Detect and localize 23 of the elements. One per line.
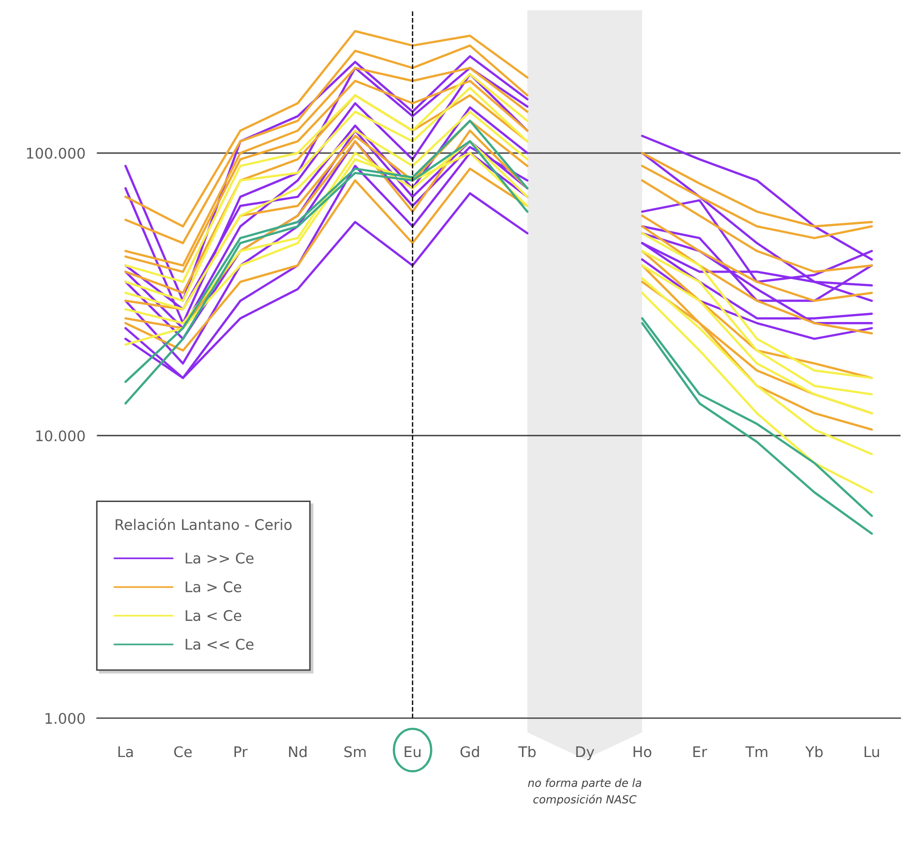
x-tick-label: Pr (234, 746, 248, 758)
x-tick-label: Ho (634, 746, 652, 758)
legend-label: La > Ce (186, 581, 242, 592)
x-tick-label: Sm (344, 746, 366, 758)
text: no forma parte de la composición NASC (528, 778, 642, 806)
legend-label: La < Ce (186, 610, 242, 622)
y-tick-label: 1.000 (46, 712, 85, 724)
x-tick-label: Tb (518, 746, 536, 758)
legend-title: Relación Lantano - Cerio (116, 518, 292, 530)
y-tick-label: 10.000 (36, 430, 85, 442)
x-tick-label: Gd (460, 746, 479, 758)
legend-label: La >> Ce (186, 552, 254, 564)
x-tick-label: La (118, 746, 133, 758)
x-tick-label: Tm (745, 746, 768, 758)
x-tick-label: Er (693, 746, 708, 758)
x-tick-label: Lu (864, 746, 880, 758)
x-tick-label: Nd (289, 746, 306, 758)
x-tick-label: Dy (576, 746, 594, 760)
y-tick-label: 100.000 (27, 148, 85, 159)
x-tick-label: Yb (805, 746, 823, 758)
x-tick-label: Ce (174, 746, 192, 758)
x-tick-label: Eu (404, 746, 420, 758)
legend-label: La << Ce (186, 638, 254, 650)
